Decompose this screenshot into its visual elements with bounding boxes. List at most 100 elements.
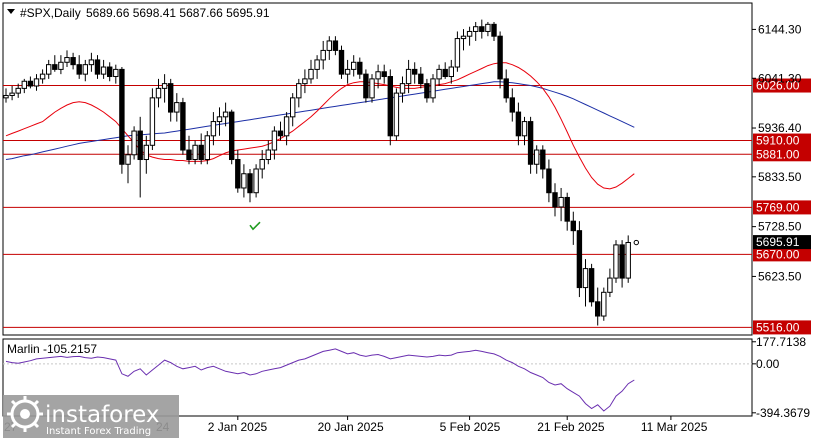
candle-body bbox=[241, 173, 247, 189]
candle-body bbox=[442, 68, 448, 78]
candle-body bbox=[52, 64, 58, 70]
candle-body bbox=[229, 111, 235, 161]
candle-body bbox=[405, 68, 412, 85]
current-price-marker bbox=[633, 239, 639, 246]
candle-body bbox=[393, 92, 400, 137]
candle-body bbox=[546, 168, 552, 194]
candle-body bbox=[204, 135, 211, 161]
dropdown-triangle-icon[interactable] bbox=[7, 9, 15, 14]
candle-body bbox=[235, 159, 241, 189]
candle-body bbox=[351, 61, 357, 70]
candle-body bbox=[460, 35, 467, 40]
ohlc-readout: 5689.66 5698.41 5687.66 5695.91 bbox=[86, 6, 270, 20]
candle-body bbox=[424, 83, 430, 99]
candle-body bbox=[332, 40, 339, 51]
x-tick-label: 11 Mar 2025 bbox=[641, 420, 708, 434]
x-tick-label: 20 Jan 2025 bbox=[318, 420, 384, 434]
candle-body bbox=[125, 154, 131, 165]
level-label: 5881.00 bbox=[756, 147, 800, 161]
candle-body bbox=[113, 68, 119, 78]
candle-body bbox=[192, 144, 198, 161]
candle-body bbox=[625, 242, 631, 279]
candle-body bbox=[357, 61, 363, 75]
candle-body bbox=[375, 71, 381, 80]
candle-body bbox=[381, 71, 387, 78]
candle-body bbox=[619, 244, 625, 279]
x-tick-label: 21 Feb 2025 bbox=[537, 420, 605, 434]
instaforex-logo-icon bbox=[7, 396, 43, 432]
watermark: instaforex Instant Forex Trading bbox=[3, 395, 179, 438]
candle-body bbox=[466, 30, 473, 37]
osc-tick-label: -394.3679 bbox=[756, 406, 810, 420]
level-label: 6026.00 bbox=[756, 79, 800, 93]
candle-body bbox=[296, 83, 302, 99]
candle-body bbox=[497, 35, 503, 80]
candle-body bbox=[308, 68, 314, 80]
candle-body bbox=[418, 73, 424, 85]
candle-body bbox=[186, 149, 192, 161]
level-label-box bbox=[753, 133, 811, 148]
candle-body bbox=[576, 230, 583, 289]
osc-tick-label: 177.7138 bbox=[756, 335, 806, 349]
x-tick-label: 2 Jan 2025 bbox=[208, 420, 268, 434]
y-tick-label: 5623.50 bbox=[758, 269, 802, 283]
candle-body bbox=[168, 83, 174, 113]
level-label: 5769.00 bbox=[756, 200, 800, 214]
candle-body bbox=[320, 49, 326, 61]
candle-body bbox=[265, 149, 272, 161]
candle-body bbox=[107, 66, 113, 78]
candle-body bbox=[564, 196, 570, 222]
level-label-box bbox=[753, 200, 811, 215]
y-tick-label: 5936.40 bbox=[758, 121, 802, 135]
watermark-brand: instaforex bbox=[45, 402, 160, 428]
candle-body bbox=[479, 26, 485, 32]
candle-body bbox=[485, 23, 491, 32]
level-label-box bbox=[753, 247, 811, 262]
candle-body bbox=[588, 268, 595, 303]
candle-body bbox=[430, 78, 436, 99]
candle-body bbox=[290, 97, 296, 118]
current-price-box bbox=[753, 235, 811, 250]
candle-body bbox=[607, 277, 613, 293]
checkmark-icon bbox=[249, 221, 261, 231]
candle-body bbox=[137, 130, 143, 161]
candle-body bbox=[503, 78, 509, 99]
candle-body bbox=[314, 59, 320, 70]
candle-body bbox=[326, 40, 333, 51]
candle-body bbox=[198, 144, 204, 161]
candle-body bbox=[21, 80, 28, 89]
candle-body bbox=[100, 66, 107, 75]
level-label-box bbox=[753, 320, 811, 335]
candle-body bbox=[515, 111, 522, 137]
candle-body bbox=[540, 149, 546, 170]
y-tick-label: 6041.30 bbox=[758, 71, 802, 85]
candle-body bbox=[9, 92, 15, 96]
candle-body bbox=[412, 68, 418, 75]
candle-body bbox=[46, 64, 52, 75]
candle-body bbox=[259, 159, 265, 170]
candle-body bbox=[491, 23, 497, 37]
y-tick-label: 6144.30 bbox=[758, 22, 802, 36]
candle-body bbox=[180, 102, 186, 151]
candle-body bbox=[399, 83, 406, 94]
candle-body bbox=[338, 49, 345, 75]
candle-body bbox=[552, 192, 558, 208]
candle-body bbox=[216, 116, 223, 123]
candle-body bbox=[509, 97, 516, 113]
candle-body bbox=[119, 68, 125, 165]
candle-body bbox=[558, 196, 564, 208]
price-pane bbox=[2, 2, 753, 336]
candle-body bbox=[70, 57, 76, 66]
watermark-tagline: Instant Forex Trading bbox=[46, 426, 151, 437]
candle-body bbox=[595, 301, 601, 317]
candle-body bbox=[302, 78, 308, 85]
current-price-label: 5695.91 bbox=[756, 235, 800, 249]
level-label: 5516.00 bbox=[756, 320, 800, 334]
indicator-label: Marlin -105.2157 bbox=[7, 342, 97, 356]
candle-body bbox=[15, 87, 21, 94]
candle-body bbox=[76, 64, 82, 75]
level-label: 5670.00 bbox=[756, 247, 800, 261]
candle-body bbox=[387, 76, 394, 137]
